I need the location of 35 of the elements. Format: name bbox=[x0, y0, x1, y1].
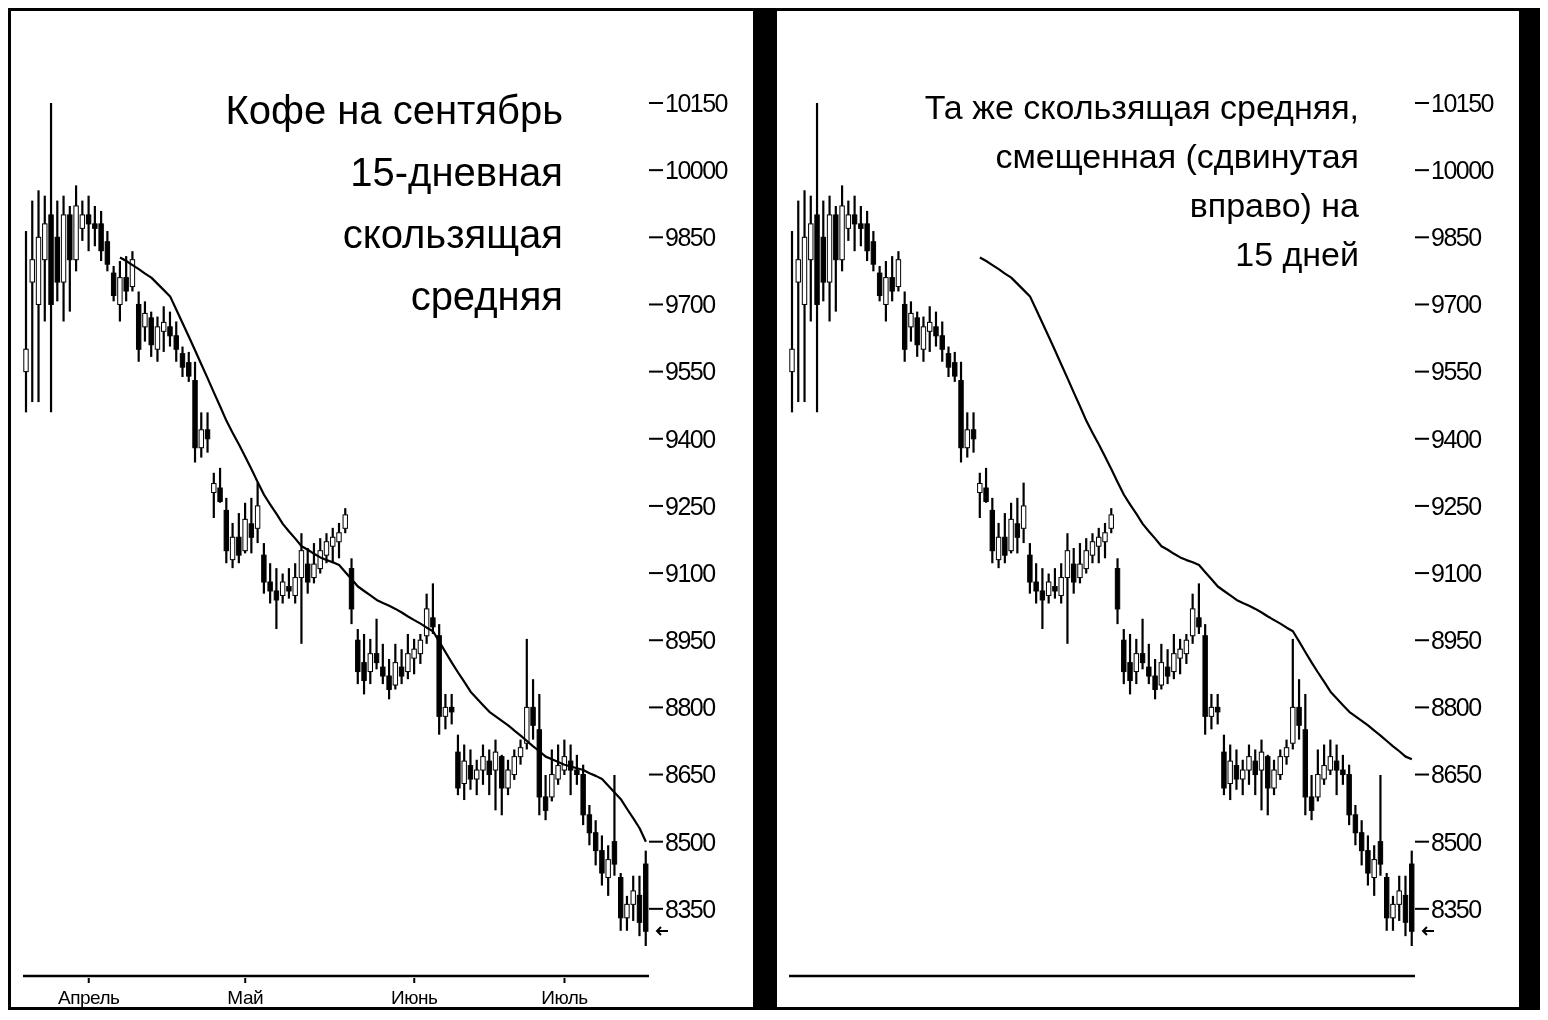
y-tick-label: 8500 bbox=[1431, 827, 1482, 856]
y-tick-label: 9100 bbox=[665, 558, 716, 587]
y-tick-label: 10150 bbox=[1431, 88, 1494, 117]
x-tick-label: Июль bbox=[541, 987, 589, 1008]
y-tick-label: 9400 bbox=[1431, 424, 1482, 453]
y-tick-label: 10000 bbox=[665, 156, 728, 185]
y-tick-label: 8350 bbox=[665, 894, 716, 923]
y-tick-label: 10000 bbox=[1431, 156, 1494, 185]
y-tick-label: 9250 bbox=[665, 491, 716, 520]
y-tick-label: 8350 bbox=[1431, 894, 1482, 923]
candlestick bbox=[789, 229, 795, 414]
y-tick-label: 9550 bbox=[1431, 357, 1482, 386]
y-tick-label: 9550 bbox=[665, 357, 716, 386]
y-tick-label: 8800 bbox=[1431, 693, 1482, 722]
candlestick bbox=[342, 507, 348, 535]
y-tick-label: 9100 bbox=[1431, 558, 1482, 587]
candlestick bbox=[1108, 507, 1114, 535]
candlestick bbox=[23, 229, 29, 414]
y-tick-label: 9850 bbox=[1431, 223, 1482, 252]
x-tick-label: Май bbox=[227, 987, 264, 1008]
y-tick-label: 9700 bbox=[665, 290, 716, 319]
y-tick-label: 8650 bbox=[665, 760, 716, 789]
y-tick-label: 8950 bbox=[1431, 626, 1482, 655]
y-tick-label: 8800 bbox=[665, 693, 716, 722]
y-tick-label: 8650 bbox=[1431, 760, 1482, 789]
y-tick-label: 9400 bbox=[665, 424, 716, 453]
text: Та же скользящая средняя, смещенная (сдвинутая вправо) на 15 дней bbox=[924, 87, 1359, 275]
y-tick-label: 8950 bbox=[665, 626, 716, 655]
y-tick-label: 8500 bbox=[665, 827, 716, 856]
x-tick-label: Июнь bbox=[391, 987, 438, 1008]
text: Кофе на сентябрь 15-дневная скользящая средняя bbox=[225, 87, 563, 320]
y-tick-label: 9850 bbox=[665, 223, 716, 252]
y-tick-label: 9250 bbox=[1431, 491, 1482, 520]
y-tick-label: 10150 bbox=[665, 88, 728, 117]
y-tick-label: 9700 bbox=[1431, 290, 1482, 319]
